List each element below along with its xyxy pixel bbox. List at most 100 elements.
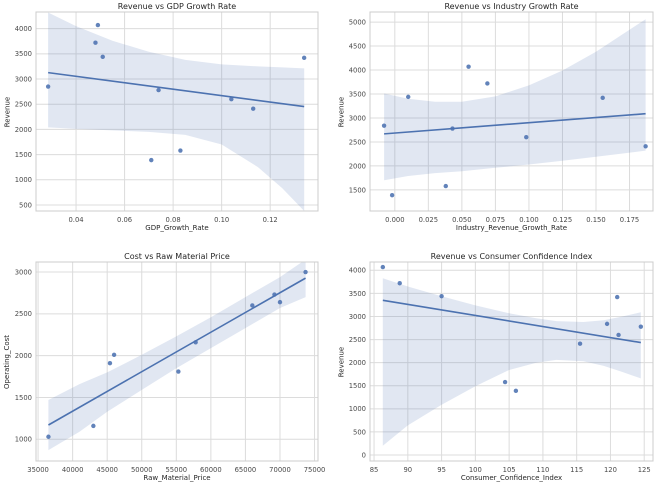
x-tick-label: 75000 xyxy=(304,466,326,474)
y-tick-label: 4000 xyxy=(15,25,32,33)
y-tick-label: 4500 xyxy=(349,42,366,50)
data-point xyxy=(485,81,490,86)
regression-line xyxy=(384,112,646,135)
data-point xyxy=(380,264,386,270)
data-point xyxy=(397,281,402,286)
data-point xyxy=(250,303,255,308)
y-tick-label: 1500 xyxy=(349,382,366,390)
y-tick-label: 1500 xyxy=(349,186,366,194)
x-tick-label: 60000 xyxy=(200,466,222,474)
x-axis-label: GDP_Growth_Rate xyxy=(145,224,209,232)
plot-canvas-revenue-vs-consumer-confidence: 85 90 95 100 105 110 115 120 125 0 500 1000 1500 2000… xyxy=(349,261,654,474)
data-point xyxy=(638,324,644,329)
y-tick-label: 0 xyxy=(362,451,366,459)
y-tick-label: 2000 xyxy=(349,359,366,367)
y-tick-label: 2000 xyxy=(349,162,366,170)
data-point xyxy=(616,332,621,338)
data-point xyxy=(439,293,444,299)
x-tick-label: 0.000 xyxy=(385,216,404,224)
plot-area xyxy=(370,12,653,211)
axes-spines xyxy=(35,261,319,462)
data-point xyxy=(389,192,395,198)
data-point xyxy=(272,292,277,297)
y-tick-label: 2500 xyxy=(15,310,32,318)
subplot-cost-vs-raw-material: 35000 40000 45000 50000 55000 60000 65000 70000… xyxy=(0,250,334,500)
y-tick-label: 3500 xyxy=(15,50,32,58)
confidence-band xyxy=(48,262,306,451)
x-axis-label: Consumer_Confidence_Index xyxy=(460,474,563,482)
y-axis-label-container: Revenue xyxy=(0,12,14,211)
x-tick-label: 125 xyxy=(638,466,651,474)
data-point xyxy=(577,341,583,346)
data-point xyxy=(91,423,96,429)
confidence-band xyxy=(48,12,305,211)
y-tick-label: 2000 xyxy=(15,126,32,134)
plot-area xyxy=(36,12,318,211)
y-tick-label: 3000 xyxy=(349,313,366,321)
x-axis-label: Raw_Material_Price xyxy=(143,474,211,482)
y-axis-label-container: Operating_Cost xyxy=(0,262,14,461)
x-tick-label: 0.125 xyxy=(553,216,572,224)
x-tick-label: 0.075 xyxy=(486,216,505,224)
confidence-band xyxy=(384,19,646,181)
data-point xyxy=(466,64,471,69)
data-point xyxy=(600,95,605,101)
chart-title: Revenue vs GDP Growth Rate xyxy=(117,2,237,11)
data-point xyxy=(149,157,154,163)
data-point xyxy=(100,54,105,60)
regression-line xyxy=(382,299,641,344)
y-tick-label: 3500 xyxy=(349,90,366,98)
regression-line xyxy=(48,277,306,426)
axes-spines xyxy=(35,11,319,212)
data-point xyxy=(301,55,307,61)
data-point xyxy=(513,388,519,394)
y-tick-label: 1500 xyxy=(15,151,32,159)
x-tick-label: 40000 xyxy=(62,466,84,474)
x-tick-label: 50000 xyxy=(131,466,153,474)
plot-canvas-cost-vs-raw-material: 35000 40000 45000 50000 55000 60000 65000 70000… xyxy=(15,261,326,474)
y-tick-label: 4000 xyxy=(349,267,366,275)
data-point xyxy=(381,123,387,128)
data-point xyxy=(406,94,411,100)
x-tick-label: 65000 xyxy=(235,466,257,474)
y-axis-label: Revenue xyxy=(337,346,345,377)
data-point xyxy=(176,369,181,374)
x-tick-label: 0.100 xyxy=(519,216,538,224)
x-tick-label: 110 xyxy=(536,466,549,474)
y-axis-label: Operating_Cost xyxy=(3,334,11,389)
plot-area xyxy=(370,262,653,461)
y-tick-label: 1000 xyxy=(349,405,366,413)
subplot-revenue-vs-consumer-confidence: 85 90 95 100 105 110 115 120 125 0 500 1000 1500 2000… xyxy=(334,250,669,500)
y-axis-label-container: Revenue xyxy=(334,262,348,461)
x-tick-label: 85 xyxy=(370,466,379,474)
data-point xyxy=(45,84,51,89)
data-point xyxy=(178,148,183,153)
data-point xyxy=(604,321,610,327)
y-tick-label: 500 xyxy=(19,201,32,209)
x-tick-label: 55000 xyxy=(165,466,187,474)
y-tick-label: 3000 xyxy=(349,114,366,122)
data-point xyxy=(229,96,234,102)
y-tick-label: 3000 xyxy=(15,75,32,83)
confidence-band xyxy=(382,278,641,446)
x-tick-label: 105 xyxy=(503,466,516,474)
x-tick-label: 0.06 xyxy=(117,216,132,224)
x-tick-label: 45000 xyxy=(96,466,118,474)
subplot-revenue-vs-industry: 0.000 0.025 0.050 0.075 0.100 0.125 0.150 0.175… xyxy=(334,0,669,250)
axes-spines xyxy=(369,261,654,462)
y-tick-label: 2000 xyxy=(15,352,32,360)
x-tick-label: 90 xyxy=(403,466,412,474)
y-tick-label: 2500 xyxy=(15,101,32,109)
x-axis-label: Industry_Revenue_Growth_Rate xyxy=(455,224,568,232)
chart-title: Revenue vs Consumer Confidence Index xyxy=(430,252,593,261)
x-tick-label: 0.175 xyxy=(620,216,639,224)
data-point xyxy=(193,340,198,345)
data-point xyxy=(502,379,508,385)
x-tick-label: 0.150 xyxy=(586,216,605,224)
y-tick-label: 5000 xyxy=(349,18,366,26)
plot-area xyxy=(36,262,318,461)
data-point xyxy=(303,269,308,275)
y-tick-label: 3000 xyxy=(15,268,32,276)
plot-canvas-revenue-vs-gdp: 0.04 0.06 0.08 0.10 0.12 500 1000 1500 2000 2500 3… xyxy=(15,11,319,224)
